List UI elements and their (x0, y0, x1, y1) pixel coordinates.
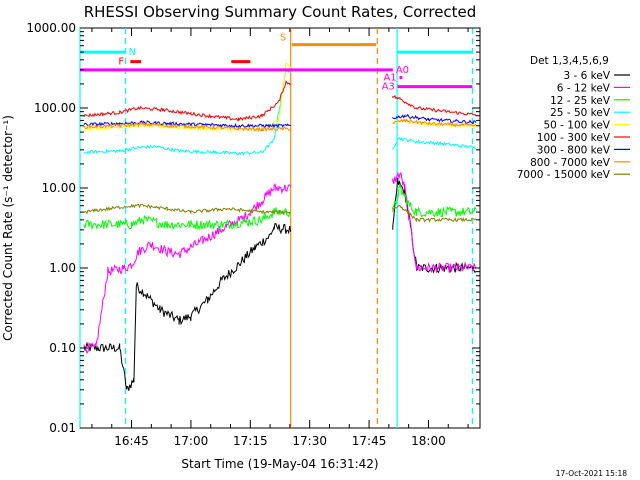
flag-label: A0 (396, 65, 409, 76)
series-line (83, 183, 477, 231)
y-tick-label: 0.10 (49, 341, 76, 355)
legend-entry: 6 - 12 keV (557, 82, 611, 94)
x-tick-label: 16:45 (114, 434, 149, 448)
legend-entry: 300 - 800 keV (537, 144, 611, 156)
timestamp: 17-Oct-2021 15:18 (556, 469, 627, 478)
legend-entry: 100 - 300 keV (537, 132, 611, 144)
legend-entry: 3 - 6 keV (563, 70, 610, 82)
series-layer (83, 62, 477, 391)
series-line (83, 118, 477, 133)
series-line (83, 68, 477, 156)
flag-label: A1 (383, 73, 396, 84)
state-lines (79, 28, 473, 428)
y-tick-label: 100.00 (34, 101, 76, 115)
legend-entry: 7000 - 15000 keV (517, 169, 611, 181)
flag-label: N (129, 47, 136, 58)
y-ticks: 1000.00 100.00 10.00 1.00 0.10 0.01 (26, 21, 480, 435)
series-line (83, 171, 477, 354)
y-tick-label: 1000.00 (26, 21, 76, 35)
series-line (83, 80, 477, 122)
x-ticks: 16:45 17:00 17:15 17:30 17:45 18:00 (91, 28, 469, 448)
flag-label: F (118, 57, 124, 68)
x-tick-label: 17:15 (233, 434, 268, 448)
y-tick-label: 0.01 (49, 421, 76, 435)
x-tick-label: 17:00 (174, 434, 209, 448)
legend-entry: 25 - 50 keV (550, 107, 611, 119)
x-tick-label: 18:00 (411, 434, 446, 448)
y-tick-label: 10.00 (42, 181, 76, 195)
y-tick-label: 1.00 (49, 261, 76, 275)
legend-entry: 800 - 7000 keV (530, 157, 611, 169)
y-axis-label: Corrected Count Rate (s⁻¹ detector⁻¹) (1, 115, 15, 341)
legend-entry: 12 - 25 keV (550, 95, 611, 107)
x-axis-label: Start Time (19-May-04 16:31:42) (181, 457, 378, 471)
series-line (83, 203, 477, 223)
x-tick-label: 17:30 (292, 434, 327, 448)
flag-label: A3 (382, 82, 395, 93)
legend-entry: 50 - 100 keV (543, 120, 610, 132)
x-tick-label: 17:45 (352, 434, 387, 448)
legend-title: Det 1,3,4,5,6,9 (530, 55, 609, 67)
chart-title: RHESSI Observing Summary Count Rates, Co… (84, 3, 477, 21)
flag-label: S (280, 33, 286, 44)
